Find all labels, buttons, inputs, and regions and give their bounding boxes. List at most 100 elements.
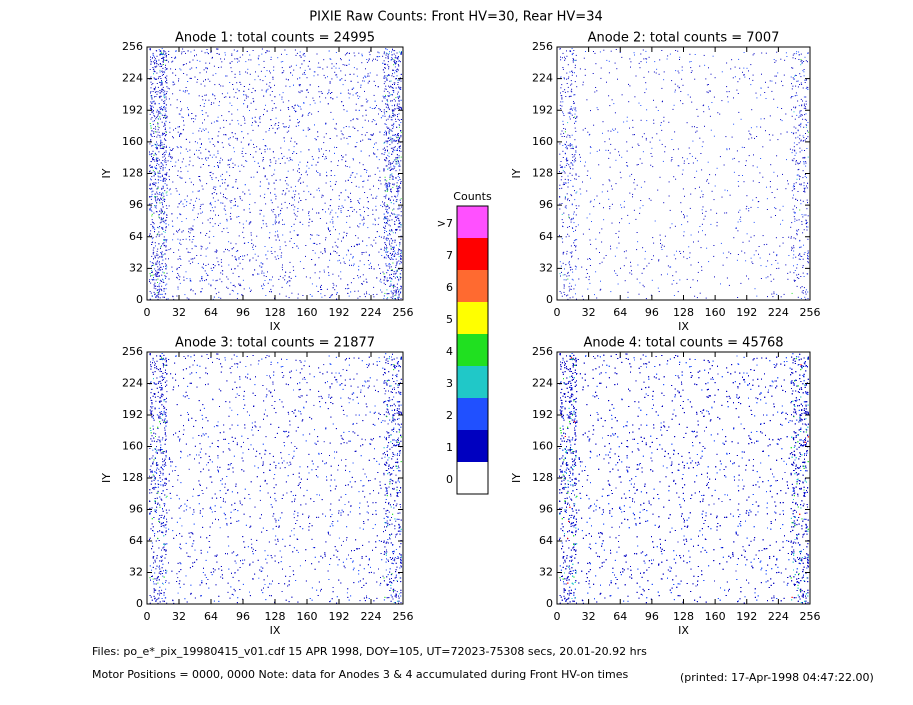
count-pixel [273, 157, 275, 159]
count-pixel [297, 122, 299, 124]
count-pixel [242, 155, 244, 157]
count-pixel [386, 103, 388, 105]
count-pixel [163, 151, 165, 153]
count-pixel [157, 144, 159, 146]
count-pixel [340, 130, 342, 132]
count-pixel [239, 198, 241, 200]
count-pixel [156, 160, 158, 162]
count-pixel [385, 111, 387, 112]
count-pixel [165, 52, 167, 54]
count-pixel [390, 138, 392, 140]
count-pixel [393, 87, 394, 89]
count-pixel [349, 226, 351, 228]
count-pixel [799, 147, 801, 149]
count-pixel [156, 141, 157, 143]
count-pixel [184, 294, 186, 296]
count-pixel [390, 174, 392, 176]
count-pixel [359, 296, 361, 298]
count-pixel [380, 183, 382, 185]
count-pixel [162, 206, 164, 208]
count-pixel [237, 109, 239, 111]
count-pixel [161, 165, 162, 167]
count-pixel [165, 219, 167, 221]
count-pixel [391, 100, 393, 102]
count-pixel [198, 130, 200, 132]
count-pixel [230, 242, 232, 244]
count-pixel [213, 192, 215, 193]
count-pixel [615, 272, 617, 274]
count-pixel [373, 268, 375, 270]
count-pixel [332, 287, 334, 289]
count-pixel [243, 209, 245, 211]
count-pixel [157, 91, 159, 93]
count-pixel [220, 297, 222, 299]
count-pixel [385, 119, 387, 121]
count-pixel [381, 153, 383, 155]
count-pixel [297, 234, 299, 236]
count-pixel [575, 174, 577, 176]
count-pixel [161, 66, 162, 67]
count-pixel [247, 105, 249, 107]
count-pixel [603, 219, 605, 221]
count-pixel [185, 165, 187, 167]
count-pixel [213, 296, 215, 298]
count-pixel [182, 239, 184, 240]
count-pixel [347, 249, 349, 251]
count-pixel [367, 208, 369, 210]
count-pixel [383, 295, 385, 297]
count-pixel [360, 175, 362, 177]
count-pixel [795, 198, 797, 200]
count-pixel [160, 95, 162, 97]
count-pixel [393, 69, 395, 71]
count-pixel [205, 79, 206, 81]
count-pixel [151, 97, 153, 99]
count-pixel [314, 272, 316, 274]
count-pixel [393, 199, 394, 201]
count-pixel [307, 127, 309, 129]
count-pixel [250, 176, 252, 178]
count-pixel [156, 78, 158, 80]
count-pixel [179, 176, 181, 178]
count-pixel [770, 216, 772, 218]
count-pixel [396, 78, 397, 79]
count-pixel [372, 223, 374, 225]
count-pixel [259, 195, 261, 197]
count-pixel [230, 201, 232, 203]
count-pixel [326, 171, 327, 173]
count-pixel [163, 272, 165, 274]
count-pixel [781, 120, 783, 122]
count-pixel [389, 184, 390, 186]
count-pixel [199, 180, 201, 182]
count-pixel [289, 271, 291, 273]
count-pixel [165, 160, 167, 162]
count-pixel [249, 211, 251, 213]
count-pixel [164, 135, 166, 137]
count-pixel [254, 202, 256, 204]
count-pixel [400, 150, 402, 152]
count-pixel [596, 195, 598, 197]
count-pixel [299, 177, 301, 179]
count-pixel [589, 213, 591, 215]
count-pixel [216, 257, 218, 259]
count-pixel [709, 174, 711, 176]
count-pixel [154, 198, 156, 200]
count-pixel [673, 280, 675, 281]
count-pixel [293, 269, 295, 271]
count-pixel [161, 209, 163, 211]
count-pixel [312, 158, 314, 160]
count-pixel [152, 57, 153, 59]
x-tick-label: 256 [393, 306, 414, 319]
count-pixel [396, 185, 398, 187]
count-pixel [398, 157, 400, 159]
count-pixel [152, 145, 154, 146]
count-pixel [308, 221, 310, 223]
count-pixel [320, 284, 322, 286]
count-pixel [769, 186, 771, 188]
count-pixel [567, 159, 569, 161]
count-pixel [165, 288, 167, 290]
count-pixel [751, 109, 753, 111]
count-pixel [242, 54, 244, 56]
count-pixel [697, 240, 699, 242]
count-pixel [399, 222, 401, 224]
count-pixel [361, 53, 363, 55]
